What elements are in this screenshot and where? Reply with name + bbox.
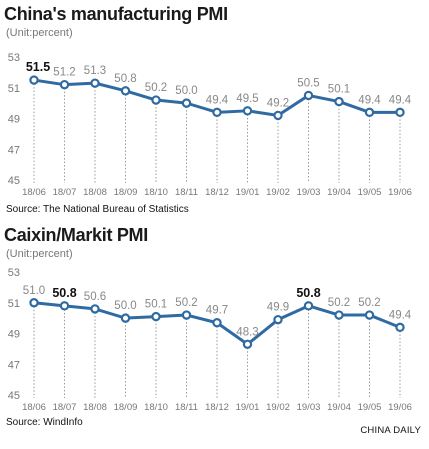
data-label: 50.5	[297, 77, 319, 89]
x-tick-label: 19/01	[236, 187, 260, 198]
data-point	[151, 311, 161, 322]
data-label: 50.2	[358, 297, 380, 309]
data-label: 50.2	[328, 297, 350, 309]
data-label: 51.2	[53, 67, 75, 79]
x-tick-label: 19/04	[327, 402, 351, 413]
chart1-title: China's manufacturing PMI	[4, 4, 228, 24]
x-tick-label: 19/04	[327, 187, 351, 198]
x-tick-label: 18/12	[205, 187, 229, 198]
x-tick-label: 18/06	[22, 187, 46, 198]
data-label: 50.2	[145, 82, 167, 94]
data-label: 49.4	[206, 94, 229, 106]
data-point	[303, 90, 314, 101]
data-point	[303, 301, 314, 311]
x-tick-label: 19/05	[358, 402, 382, 413]
data-label: 50.8	[52, 286, 76, 300]
chart1-unit: (Unit:percent)	[6, 27, 73, 39]
data-label: 50.8	[114, 73, 136, 85]
data-label: 49.4	[389, 309, 412, 321]
data-point	[181, 310, 192, 320]
data-point	[29, 298, 39, 308]
chart2-plot: 53 51 49 47 45 51.0 50.8 50.6 50.0 50.1 50.2 49.7 48…	[8, 267, 412, 413]
x-tick-label: 19/02	[266, 187, 290, 198]
chart1-plot: 53 51 49 47 45 51.5 51.2 51.3 50.8 50.2 50.0 49.4 49…	[8, 52, 412, 198]
y-tick-label: 45	[8, 175, 20, 187]
data-label: 48.3	[236, 326, 258, 338]
x-tick-label: 19/03	[297, 187, 321, 198]
data-label: 50.2	[175, 297, 197, 309]
data-label: 50.0	[114, 300, 136, 312]
credit: CHINA DAILY	[360, 425, 421, 436]
data-label: 50.8	[296, 286, 320, 300]
x-tick-label: 18/08	[83, 402, 107, 413]
data-label: 49.4	[389, 94, 412, 106]
chart2-title: Caixin/Markit PMI	[4, 225, 148, 245]
x-tick-label: 19/03	[297, 402, 321, 413]
chart1-source: Source: The National Bureau of Statistic…	[6, 204, 189, 215]
data-point	[242, 106, 253, 116]
data-point	[242, 339, 253, 349]
data-point	[364, 310, 375, 320]
data-label: 49.9	[267, 302, 289, 314]
x-tick-label: 19/01	[236, 402, 260, 413]
data-label: 50.6	[84, 291, 106, 303]
chart2-source: Source: WindInfo	[6, 417, 83, 428]
data-label: 51.5	[26, 60, 50, 74]
data-label: 49.4	[358, 94, 381, 106]
x-tick-label: 18/06	[22, 402, 46, 413]
data-point	[273, 110, 283, 121]
data-point	[59, 301, 70, 311]
y-tick-label: 53	[8, 267, 20, 279]
data-label: 50.0	[175, 85, 197, 97]
data-point	[395, 107, 405, 118]
data-point	[364, 107, 375, 118]
data-label: 49.2	[267, 97, 289, 109]
data-point	[90, 78, 100, 88]
data-label: 50.1	[145, 299, 167, 311]
x-tick-label: 18/07	[53, 402, 77, 413]
data-point	[59, 79, 70, 90]
data-point	[212, 318, 222, 328]
x-tick-label: 18/10	[144, 402, 168, 413]
data-point	[120, 313, 131, 323]
y-tick-label: 49	[8, 114, 20, 126]
x-tick-label: 19/06	[388, 187, 412, 198]
y-tick-label: 51	[8, 298, 20, 310]
x-tick-label: 18/10	[144, 187, 168, 198]
y-tick-label: 53	[8, 52, 20, 64]
data-point	[181, 98, 192, 108]
y-tick-label: 45	[8, 390, 20, 402]
data-label: 49.5	[236, 93, 258, 105]
x-tick-label: 18/11	[175, 187, 198, 198]
data-point	[212, 107, 222, 118]
data-point	[395, 322, 405, 333]
x-tick-label: 18/12	[205, 402, 229, 413]
x-tick-label: 19/05	[358, 187, 382, 198]
x-tick-label: 18/07	[53, 187, 77, 198]
chart2-unit: (Unit:percent)	[6, 248, 73, 260]
x-tick-label: 18/09	[114, 187, 138, 198]
data-point	[120, 86, 131, 96]
data-point	[151, 95, 161, 105]
data-point	[334, 310, 344, 320]
y-tick-label: 49	[8, 329, 20, 341]
y-tick-label: 51	[8, 83, 20, 95]
y-tick-label: 47	[8, 144, 20, 156]
x-tick-label: 19/02	[266, 402, 290, 413]
data-point	[29, 75, 39, 85]
x-tick-label: 18/09	[114, 402, 138, 413]
y-tick-label: 47	[8, 359, 20, 371]
x-tick-label: 19/06	[388, 402, 412, 413]
x-tick-label: 18/08	[83, 187, 107, 198]
x-tick-label: 18/11	[175, 402, 198, 413]
data-label: 51.3	[84, 65, 106, 77]
data-point	[90, 304, 100, 314]
data-label: 50.1	[328, 84, 350, 96]
data-label: 49.7	[206, 305, 228, 317]
data-label: 51.0	[23, 285, 45, 297]
data-point	[273, 314, 283, 325]
data-point	[334, 96, 344, 107]
